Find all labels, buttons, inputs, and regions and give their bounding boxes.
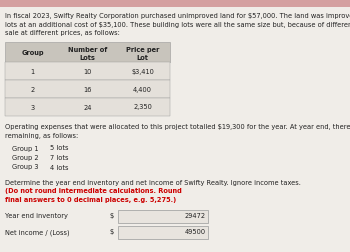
Text: Price per: Price per [126,46,159,52]
Text: 7 lots: 7 lots [50,154,69,160]
Text: remaining, as follows:: remaining, as follows: [5,133,78,138]
Text: Determine the year end inventory and net income of Swifty Realty. Ignore income : Determine the year end inventory and net… [5,179,303,185]
Text: 29472: 29472 [185,213,206,219]
Text: lots at an additional cost of $35,100. These building lots were all the same siz: lots at an additional cost of $35,100. T… [5,21,350,27]
Text: final answers to 0 decimal places, e.g. 5,275.): final answers to 0 decimal places, e.g. … [5,196,176,202]
Text: $3,410: $3,410 [131,68,154,74]
Text: Group 2: Group 2 [12,154,38,160]
Text: 4,400: 4,400 [133,86,152,92]
Text: 49500: 49500 [185,229,206,235]
Text: Group 1: Group 1 [12,145,38,151]
Text: Lot: Lot [136,54,148,60]
Text: Group: Group [21,49,44,55]
Text: 2: 2 [30,86,35,92]
Text: Group 3: Group 3 [12,164,38,170]
Bar [118,210,208,223]
Text: In fiscal 2023, Swifty Realty Corporation purchased unimproved land for $57,000.: In fiscal 2023, Swifty Realty Corporatio… [5,13,350,19]
Text: (Do not round intermediate calculations. Round: (Do not round intermediate calculations.… [5,188,182,194]
Text: sale at different prices, as follows:: sale at different prices, as follows: [5,30,120,36]
Text: 5 lots: 5 lots [50,145,69,151]
Bar [5,80,170,98]
Text: $: $ [110,229,114,235]
Text: Year end inventory: Year end inventory [5,213,68,219]
Text: Net income / (Loss): Net income / (Loss) [5,228,70,235]
Bar [5,62,170,80]
Text: $: $ [110,213,114,219]
Text: Operating expenses that were allocated to this project totalled $19,300 for the : Operating expenses that were allocated t… [5,124,350,130]
Text: Number of: Number of [68,46,107,52]
Text: 24: 24 [83,104,92,110]
Bar [0,0,350,8]
Text: 16: 16 [83,86,92,92]
Text: 2,350: 2,350 [133,104,152,110]
Bar [118,226,208,239]
Text: 10: 10 [83,68,92,74]
Text: 3: 3 [30,104,35,110]
Text: 4 lots: 4 lots [50,164,69,170]
Bar [5,42,170,62]
Bar [5,98,170,116]
Text: Lots: Lots [79,54,96,60]
Text: 1: 1 [30,68,35,74]
